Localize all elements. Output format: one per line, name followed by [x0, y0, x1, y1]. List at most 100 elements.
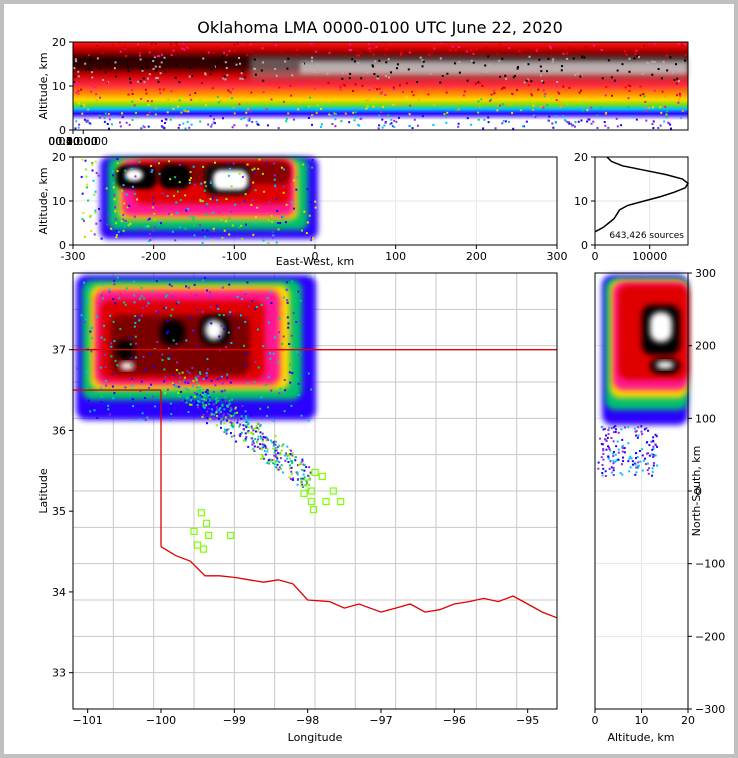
y-tick-label: 33: [52, 667, 66, 680]
source-pixel: [133, 294, 136, 297]
source-pixel: [624, 426, 627, 429]
source-pixel: [567, 121, 570, 124]
source-pixel: [522, 125, 525, 128]
source-pixel: [390, 118, 393, 121]
source-pixel: [418, 98, 421, 101]
source-pixel: [296, 471, 299, 474]
source-pixel: [478, 105, 481, 108]
source-pixel: [285, 452, 288, 455]
source-pixel: [299, 462, 302, 465]
source-pixel: [443, 113, 446, 116]
source-pixel: [393, 88, 396, 91]
source-pixel: [544, 92, 547, 95]
source-pixel: [242, 424, 245, 427]
source-pixel: [684, 43, 687, 46]
source-pixel: [290, 466, 293, 469]
source-pixel: [678, 98, 681, 101]
source-pixel: [210, 322, 213, 325]
source-pixel: [188, 93, 191, 96]
source-pixel: [534, 43, 537, 46]
source-pixel: [84, 62, 87, 65]
source-pixel: [83, 105, 86, 108]
source-pixel: [421, 115, 424, 118]
y-tick-label: 20: [574, 151, 588, 164]
y-tick-label: 10: [574, 195, 588, 208]
source-pixel: [157, 80, 160, 83]
source-pixel: [303, 469, 306, 472]
source-pixel: [241, 175, 244, 178]
source-pixel: [656, 445, 659, 448]
source-pixel: [140, 127, 143, 130]
source-pixel: [239, 77, 242, 80]
source-pixel: [407, 68, 410, 71]
source-pixel: [408, 51, 411, 54]
source-pixel: [259, 443, 262, 446]
source-pixel: [225, 66, 228, 69]
source-pixel: [253, 380, 256, 383]
source-pixel: [526, 78, 529, 81]
source-pixel: [228, 217, 231, 220]
source-pixel: [75, 82, 78, 85]
source-pixel: [163, 56, 166, 59]
source-pixel: [161, 53, 164, 56]
source-pixel: [340, 120, 343, 123]
source-pixel: [305, 466, 308, 469]
source-pixel: [428, 53, 431, 56]
source-pixel: [107, 214, 110, 217]
source-pixel: [191, 366, 194, 369]
source-pixel: [299, 319, 302, 322]
source-pixel: [482, 48, 485, 51]
source-pixel: [139, 227, 142, 230]
source-pixel: [283, 378, 286, 381]
source-pixel: [210, 68, 213, 71]
source-pixel: [255, 120, 258, 123]
source-pixel: [184, 399, 187, 402]
source-pixel: [621, 63, 624, 66]
source-pixel: [161, 359, 164, 362]
source-pixel: [208, 416, 211, 419]
source-pixel: [623, 50, 626, 53]
x-tick-label: -200: [141, 250, 166, 263]
source-pixel: [484, 70, 487, 73]
source-pixel: [215, 101, 218, 104]
source-pixel: [615, 117, 618, 120]
source-pixel: [145, 62, 148, 65]
source-pixel: [93, 86, 96, 89]
source-pixel: [187, 381, 190, 384]
source-pixel: [267, 406, 270, 409]
source-pixel: [581, 109, 584, 112]
source-pixel: [511, 111, 514, 114]
source-pixel: [113, 340, 116, 343]
source-pixel: [158, 222, 161, 225]
source-pixel: [532, 108, 535, 111]
source-pixel: [339, 85, 342, 88]
source-pixel: [432, 123, 435, 126]
x-tick-label: 300: [547, 250, 568, 263]
source-pixel: [113, 392, 116, 395]
source-pixel: [123, 225, 126, 228]
source-pixel: [647, 106, 650, 109]
source-pixel: [264, 453, 267, 456]
source-pixel: [129, 343, 132, 346]
source-pixel: [552, 126, 555, 129]
source-pixel: [148, 111, 151, 114]
source-pixel: [238, 433, 241, 436]
source-pixel: [253, 68, 256, 71]
source-pixel: [154, 107, 157, 110]
source-pixel: [275, 460, 278, 463]
source-pixel: [176, 44, 179, 47]
source-pixel: [525, 79, 528, 82]
source-pixel: [190, 399, 193, 402]
source-pixel: [556, 90, 559, 93]
source-pixel: [212, 51, 215, 54]
source-pixel: [82, 281, 85, 284]
source-pixel: [143, 81, 146, 84]
source-pixel: [149, 233, 152, 236]
source-pixel: [196, 381, 199, 384]
source-pixel: [294, 459, 297, 462]
source-pixel: [382, 105, 385, 108]
source-pixel: [610, 427, 613, 430]
x-tick-label: −97: [369, 714, 392, 727]
